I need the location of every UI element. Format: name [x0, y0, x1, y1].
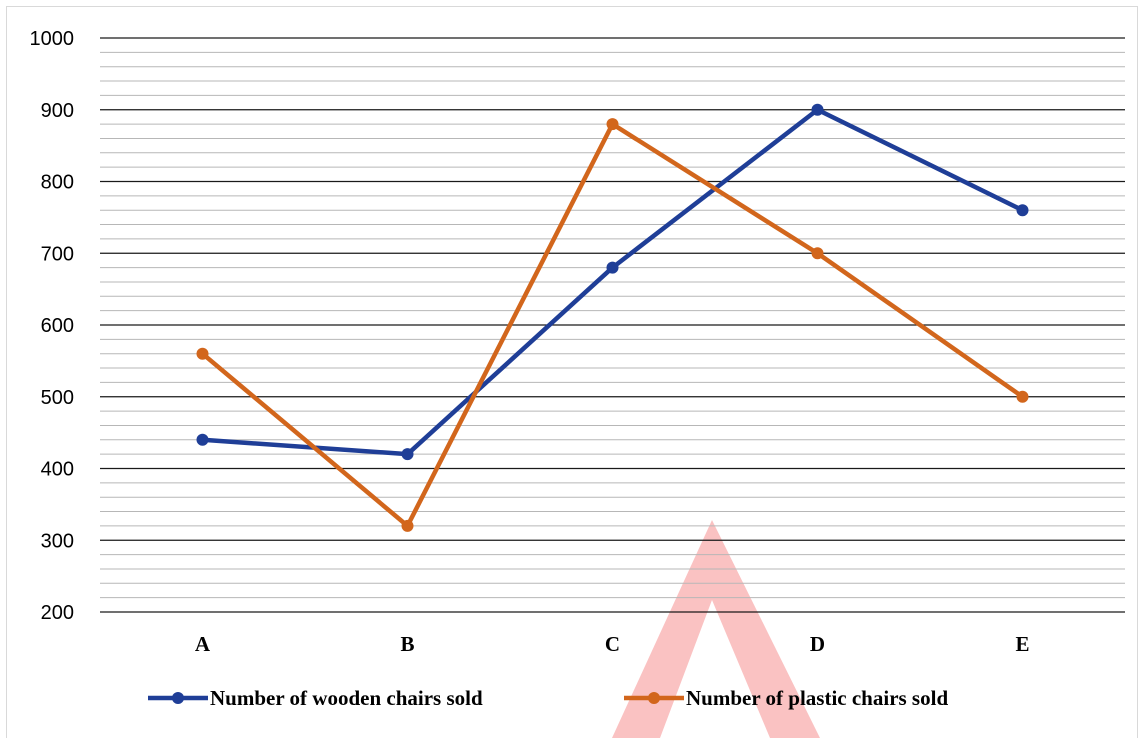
- data-point: [606, 118, 619, 131]
- legend-label: Number of wooden chairs sold: [210, 686, 483, 710]
- y-tick-label: 200: [41, 602, 74, 624]
- y-tick-label: 1000: [30, 28, 75, 50]
- legend: Number of wooden chairs sold Number of pl…: [148, 686, 948, 710]
- watermark-logo: [612, 520, 820, 738]
- series-group: [196, 103, 1029, 532]
- legend-item-1: Number of wooden chairs sold: [148, 686, 483, 710]
- grid-lines: [100, 37, 1125, 613]
- y-axis-ticks: 200 300 400 500 600 700 800 900 1000: [30, 28, 75, 624]
- y-tick-label: 300: [41, 530, 74, 552]
- data-point: [196, 433, 209, 446]
- data-point: [401, 519, 414, 532]
- chart-frame: [6, 6, 1138, 738]
- data-point: [196, 347, 209, 360]
- legend-label: Number of plastic chairs sold: [686, 686, 948, 710]
- x-category-label: A: [195, 632, 211, 656]
- x-category-label: C: [605, 632, 620, 656]
- y-tick-label: 400: [41, 459, 74, 481]
- data-point: [1016, 204, 1029, 217]
- data-point: [401, 448, 414, 461]
- series-2: [196, 118, 1029, 532]
- data-point: [606, 261, 619, 274]
- x-category-label: E: [1015, 632, 1029, 656]
- legend-swatch-marker: [172, 692, 184, 704]
- series-1: [196, 103, 1029, 461]
- x-category-label: B: [400, 632, 414, 656]
- legend-item-2: Number of plastic chairs sold: [624, 686, 948, 710]
- y-tick-label: 600: [41, 315, 74, 337]
- x-axis-categories: A B C D E: [195, 632, 1030, 656]
- y-tick-label: 500: [41, 387, 74, 409]
- x-category-label: D: [810, 632, 825, 656]
- data-point: [1016, 390, 1029, 403]
- legend-swatch-marker: [648, 692, 660, 704]
- y-tick-label: 700: [41, 243, 74, 265]
- y-tick-label: 900: [41, 100, 74, 122]
- data-point: [811, 247, 824, 260]
- data-point: [811, 103, 824, 116]
- y-tick-label: 800: [41, 172, 74, 194]
